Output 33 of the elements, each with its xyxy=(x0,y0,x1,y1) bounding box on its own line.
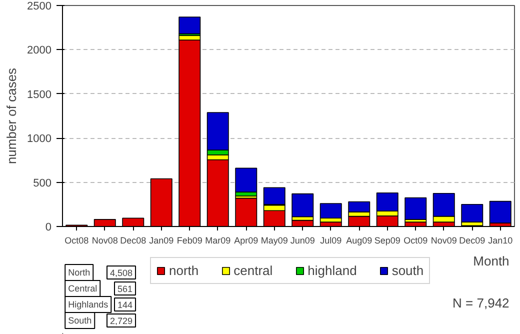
x-tick-label: Jun09 xyxy=(290,236,315,246)
y-tick-label: 500 xyxy=(33,177,52,190)
y-tick-label: 0 xyxy=(45,222,52,234)
text: Central 561 xyxy=(68,284,133,294)
x-tick-label: Apr09 xyxy=(234,236,258,246)
y-tick-label: 1000 xyxy=(27,133,52,146)
y-tick-label: 2000 xyxy=(27,44,52,57)
x-tick-label: Mar09 xyxy=(205,236,231,246)
text: North 4,508 xyxy=(68,268,133,278)
x-tick-label: Jan09 xyxy=(149,236,174,246)
y-tick-label: 2500 xyxy=(27,0,52,12)
x-tick-label: Dec08 xyxy=(120,236,146,246)
x-tick-label: Oct08 xyxy=(64,236,89,246)
text: South 2,729 xyxy=(68,316,133,326)
x-tick-label: Feb09 xyxy=(176,236,202,246)
legend-label: highland xyxy=(308,263,357,278)
x-tick-label: May09 xyxy=(260,236,288,246)
legend-label: south xyxy=(392,263,424,278)
x-tick-label: Oct09 xyxy=(404,236,428,246)
x-tick-label: Jan10 xyxy=(488,236,513,246)
text: Highlands 144 xyxy=(68,300,133,310)
x-tick-label: Nov09 xyxy=(430,236,457,246)
x-tick-label: Aug09 xyxy=(346,236,372,246)
x-tick-label: Sep09 xyxy=(374,236,400,246)
legend-label: central xyxy=(234,263,273,278)
y-axis-title: number of cases xyxy=(4,67,20,164)
text: N = 7,942 xyxy=(452,296,510,310)
y-tick-label: 1500 xyxy=(27,88,52,101)
x-tick-label: Jul09 xyxy=(320,236,342,246)
x-tick-label: Dec09 xyxy=(459,236,486,246)
x-tick-label: Nov08 xyxy=(92,236,118,246)
legend-label: north xyxy=(169,263,199,278)
x-axis-title: Month xyxy=(473,254,510,268)
